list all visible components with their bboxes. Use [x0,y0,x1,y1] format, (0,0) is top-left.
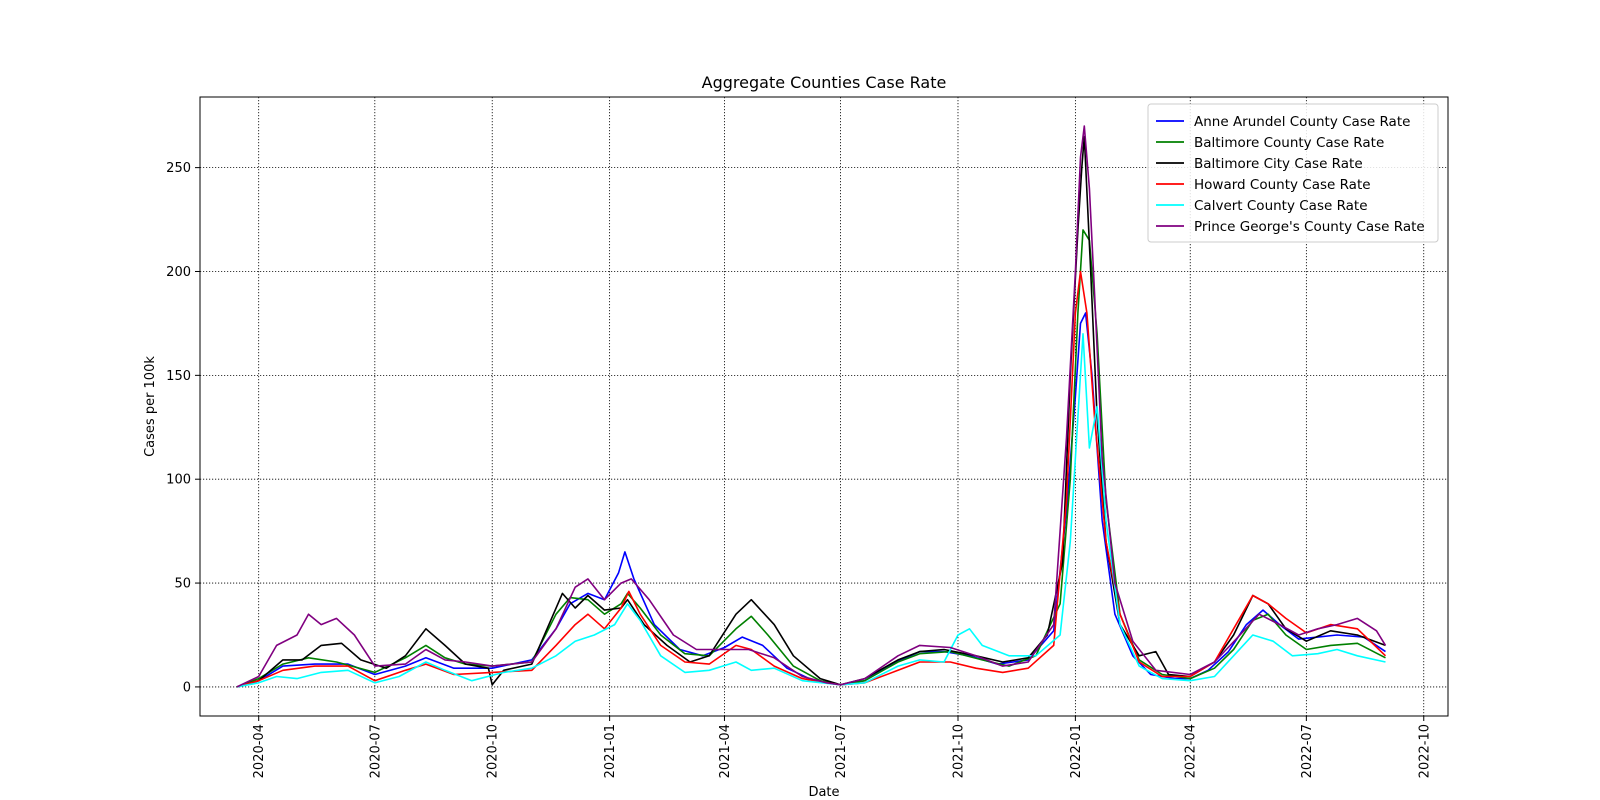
x-tick-label: 2020-10 [486,724,501,778]
legend-entry: Prince George's County Case Rate [1194,219,1425,235]
y-tick-label: 0 [183,680,191,695]
y-tick-label: 50 [174,577,191,592]
y-axis-title: Cases per 100k [143,356,158,457]
x-axis-title: Date [808,785,839,800]
x-tick-label: 2022-07 [1300,724,1315,778]
x-tick-label: 2021-01 [603,724,618,778]
x-tick-label: 2021-10 [951,724,966,778]
x-tick-label: 2021-07 [834,724,849,778]
x-tick-label: 2022-10 [1417,724,1432,778]
legend-entry: Baltimore City Case Rate [1194,156,1363,172]
y-axis: 0 50 100 150 200 250 [166,161,200,695]
legend-entry: Anne Arundel County Case Rate [1194,114,1410,130]
legend-box [1147,103,1439,243]
x-tick-label: 2020-04 [252,724,267,778]
y-tick-label: 100 [166,473,191,488]
series-line-3 [236,135,1386,688]
x-tick-label: 2021-04 [718,724,733,778]
y-tick-label: 150 [166,369,191,384]
legend-entry: Baltimore County Case Rate [1194,135,1384,151]
series-line-6 [236,125,1387,688]
x-tick-label: 2022-04 [1184,724,1199,778]
x-tick-label: 2022-01 [1069,724,1084,778]
y-tick-label: 200 [166,265,191,280]
y-tick-label: 250 [166,161,191,176]
x-tick-label: 2020-07 [368,724,383,778]
chart-title: Aggregate Counties Case Rate [702,73,947,92]
x-axis: 2020-04 2020-07 2020-10 2021-01 2021-04 2021-… [252,716,1432,778]
legend-entry: Calvert County Case Rate [1194,198,1368,214]
legend-entry: Howard County Case Rate [1194,177,1371,193]
series-layer [236,125,1387,688]
plot-frame [199,96,1449,717]
legend: Anne Arundel County Case Rate Baltimore C… [1147,103,1439,243]
series-line-5 [236,333,1386,688]
